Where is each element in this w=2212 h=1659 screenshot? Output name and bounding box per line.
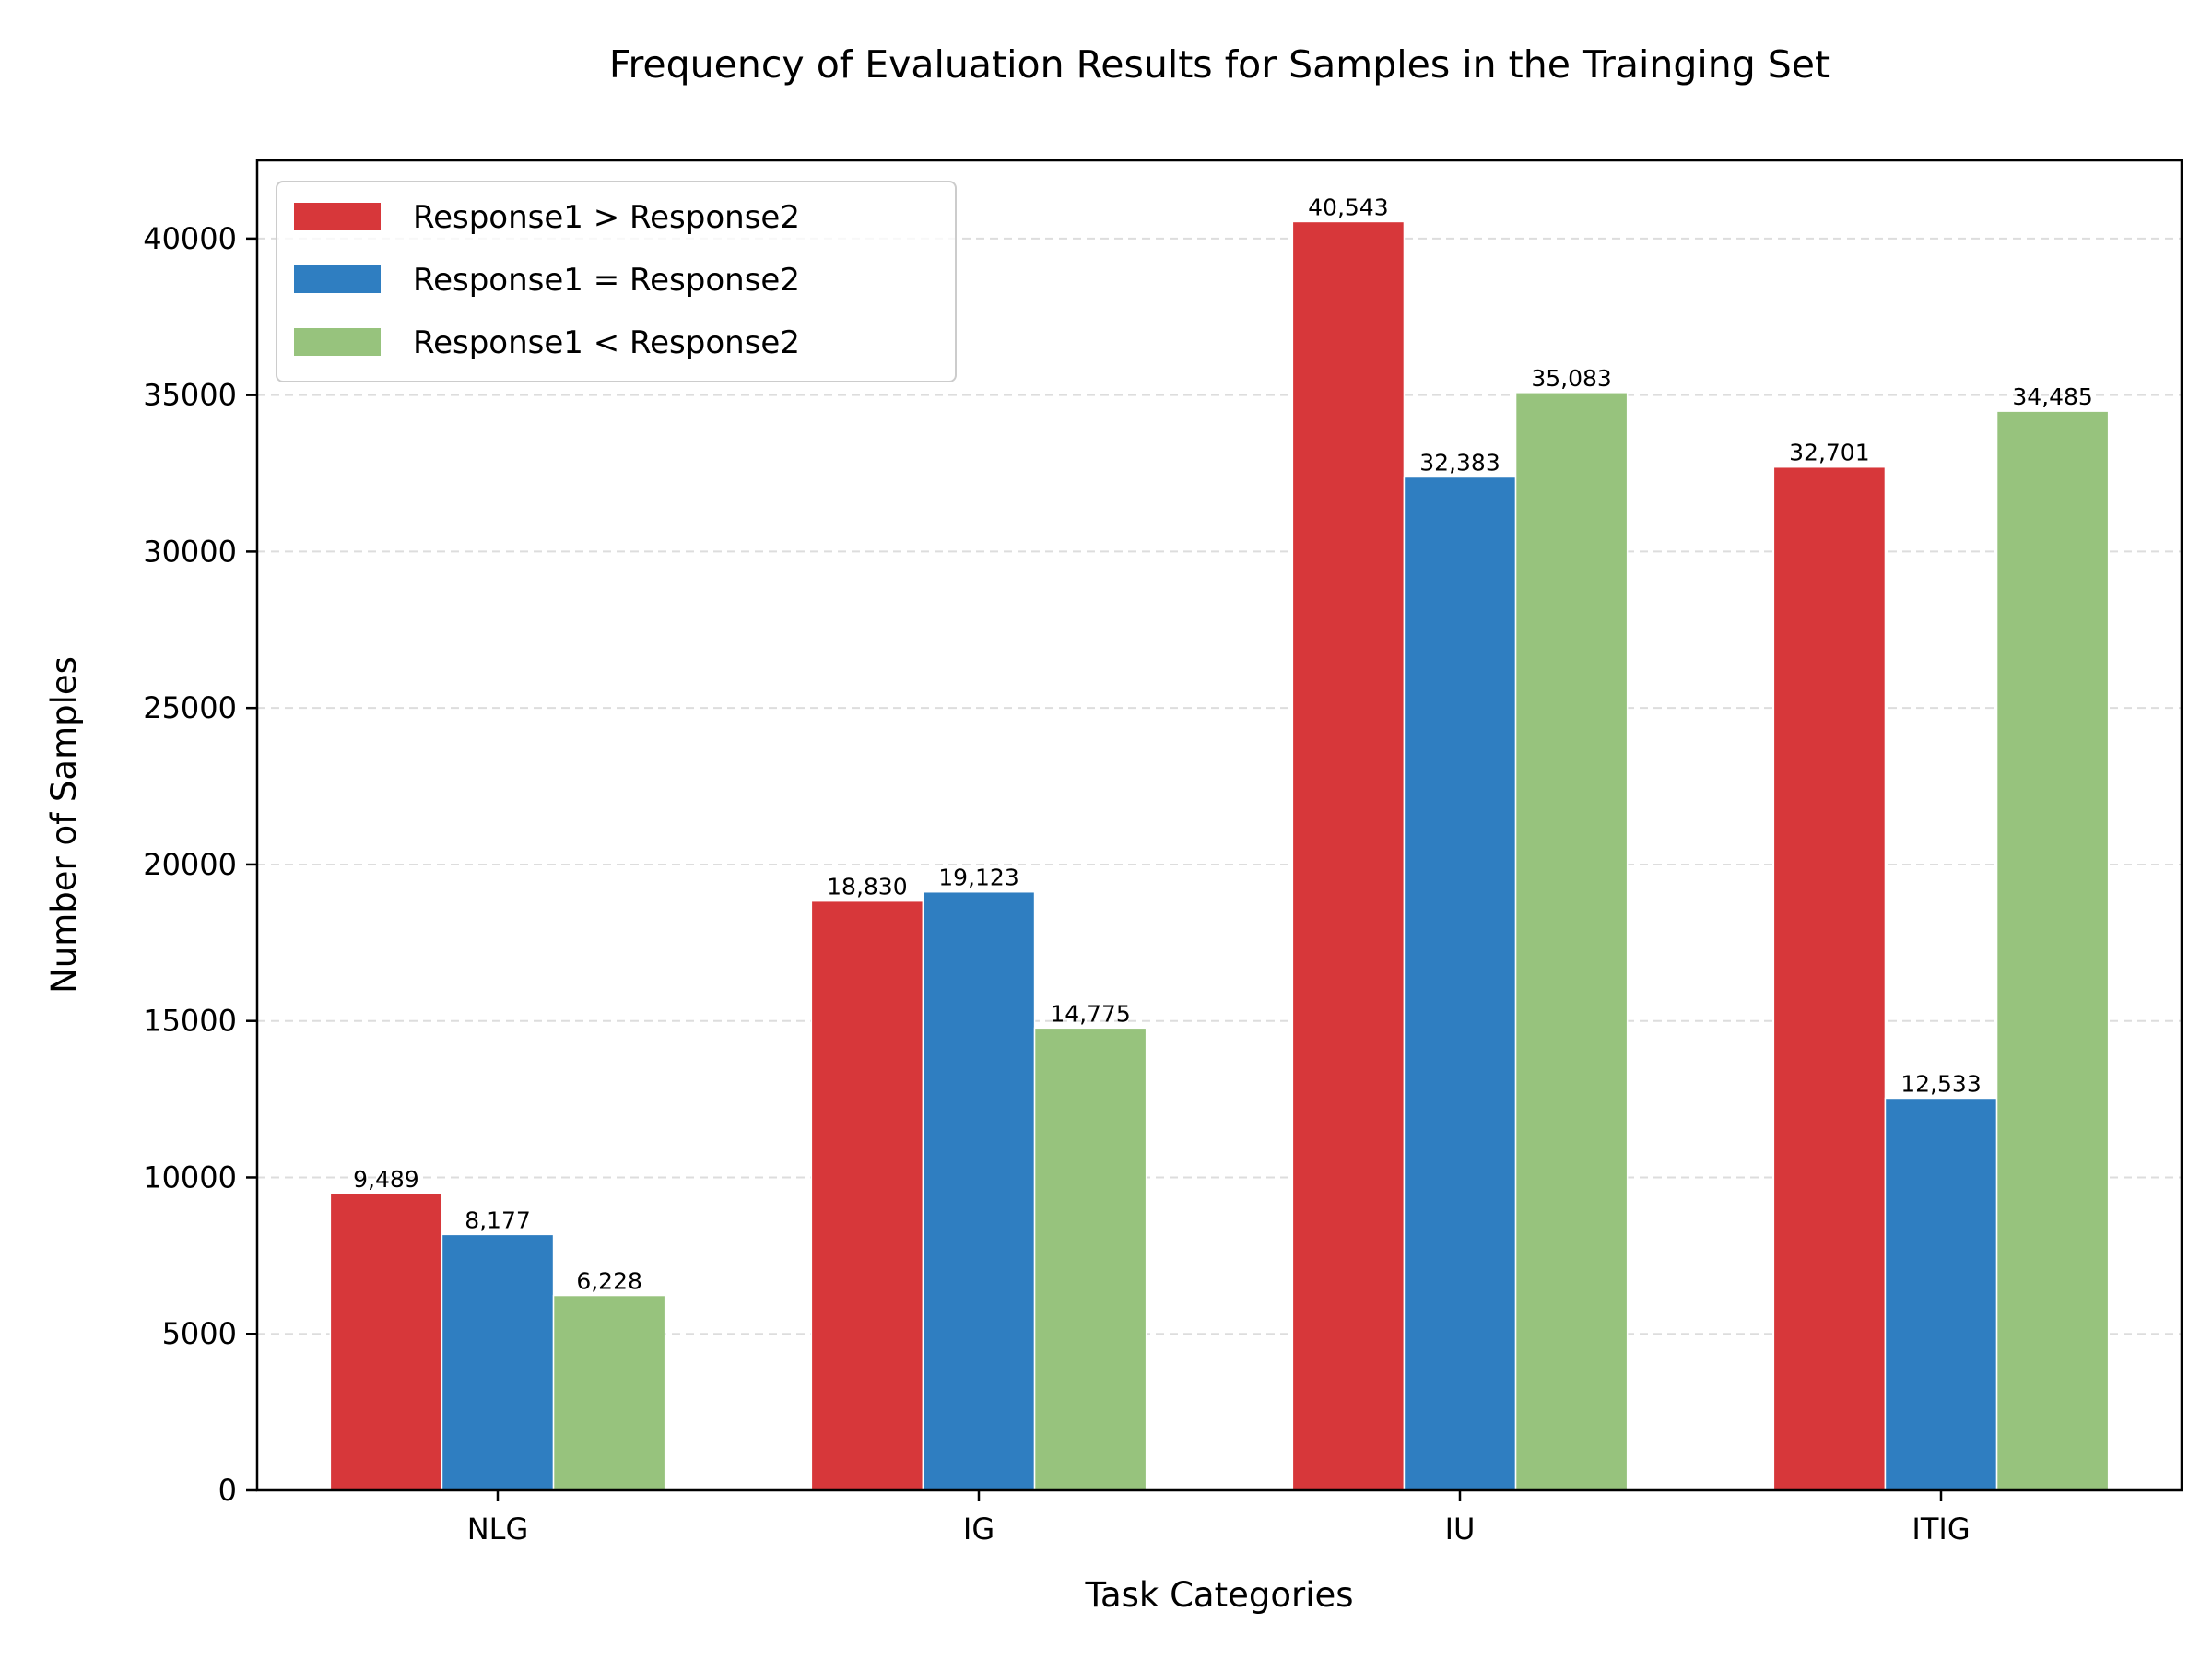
bar-value-label: 32,701 — [1789, 440, 1869, 466]
y-tick-label: 35000 — [143, 378, 237, 413]
legend-box — [276, 181, 957, 382]
legend-entry-label: Response1 = Response2 — [413, 262, 800, 299]
bar — [441, 1233, 555, 1491]
y-tick-label: 0 — [218, 1473, 237, 1508]
bar — [1995, 410, 2110, 1491]
bar-value-label: 40,543 — [1308, 194, 1388, 220]
legend: Response1 > Response2 Response1 = Respons… — [276, 181, 957, 382]
y-tick-label: 30000 — [143, 534, 237, 569]
bar-value-label: 8,177 — [465, 1206, 531, 1233]
bar-value-label: 32,383 — [1419, 450, 1500, 477]
bar — [1772, 465, 1887, 1491]
bar-value-label: 34,485 — [2012, 383, 2092, 410]
bars — [329, 220, 2110, 1491]
x-axis: NLG IG IU ITIG — [467, 1490, 1971, 1547]
bar — [1403, 476, 1517, 1491]
plot-frame — [255, 159, 2183, 1492]
bar — [810, 900, 924, 1491]
y-tick-label: 20000 — [143, 847, 237, 882]
x-axis-label: Task Categories — [1084, 1575, 1353, 1615]
legend-swatch — [294, 265, 381, 293]
bar-value-label: 14,775 — [1050, 1000, 1130, 1027]
chart-title: Frequency of Evaluation Results for Samp… — [609, 42, 1830, 87]
bar — [329, 1193, 443, 1491]
y-tick-label: 5000 — [162, 1316, 237, 1351]
bar-value-label: 12,533 — [1900, 1070, 1981, 1097]
bar-value-label: 19,123 — [938, 865, 1018, 891]
y-tick-label: 10000 — [143, 1159, 237, 1194]
legend-entry-label: Response1 < Response2 — [413, 324, 800, 361]
x-tick-label: IG — [963, 1512, 994, 1547]
y-tick-label: 40000 — [143, 221, 237, 256]
legend-swatch — [294, 203, 381, 230]
legend-entry-label: Response1 > Response2 — [413, 199, 800, 236]
legend-swatch — [294, 328, 381, 356]
bar-value-label: 9,489 — [353, 1166, 419, 1193]
y-tick-label: 25000 — [143, 690, 237, 725]
y-axis-label: Number of Samples — [44, 656, 84, 994]
bar — [552, 1294, 666, 1491]
bar-value-labels: 9,489 8,177 6,228 18,830 19,123 14,775 40,543 3… — [353, 194, 2093, 1294]
bar — [1291, 220, 1406, 1491]
bar — [1033, 1027, 1147, 1491]
bar — [922, 890, 1036, 1491]
bar-value-label: 6,228 — [576, 1268, 642, 1295]
bar-value-label: 18,830 — [827, 874, 907, 900]
y-axis: 0 5000 10000 15000 20000 25000 30000 35000 40000 — [143, 221, 257, 1508]
bar — [1884, 1097, 1998, 1491]
bar — [1514, 392, 1629, 1491]
x-tick-label: NLG — [467, 1512, 529, 1547]
x-tick-label: ITIG — [1912, 1512, 1970, 1547]
y-tick-label: 15000 — [143, 1004, 237, 1039]
bar-value-label: 35,083 — [1531, 365, 1611, 392]
x-tick-label: IU — [1445, 1512, 1476, 1547]
